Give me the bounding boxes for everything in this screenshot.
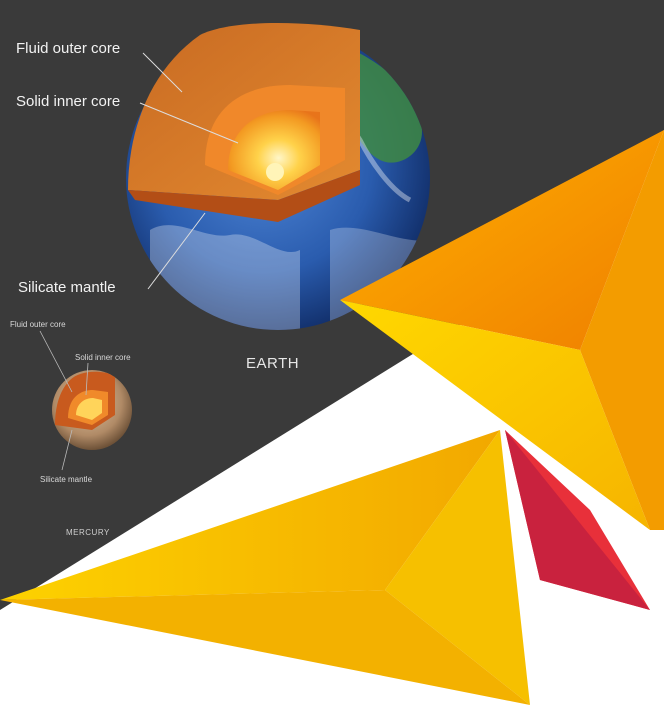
- earth-inner-core-label: Solid inner core: [16, 93, 120, 110]
- mercury-outer-core-label: Fluid outer core: [10, 320, 66, 329]
- mercury-globe: [52, 370, 132, 450]
- earth-title: EARTH: [246, 355, 299, 372]
- earth-outer-core-label: Fluid outer core: [16, 40, 120, 57]
- mercury-title: MERCURY: [66, 528, 110, 537]
- mercury-mantle-label: Silicate mantle: [40, 475, 92, 484]
- mercury-inner-core-label: Solid inner core: [75, 353, 131, 362]
- earth-mantle-label: Silicate mantle: [18, 279, 116, 296]
